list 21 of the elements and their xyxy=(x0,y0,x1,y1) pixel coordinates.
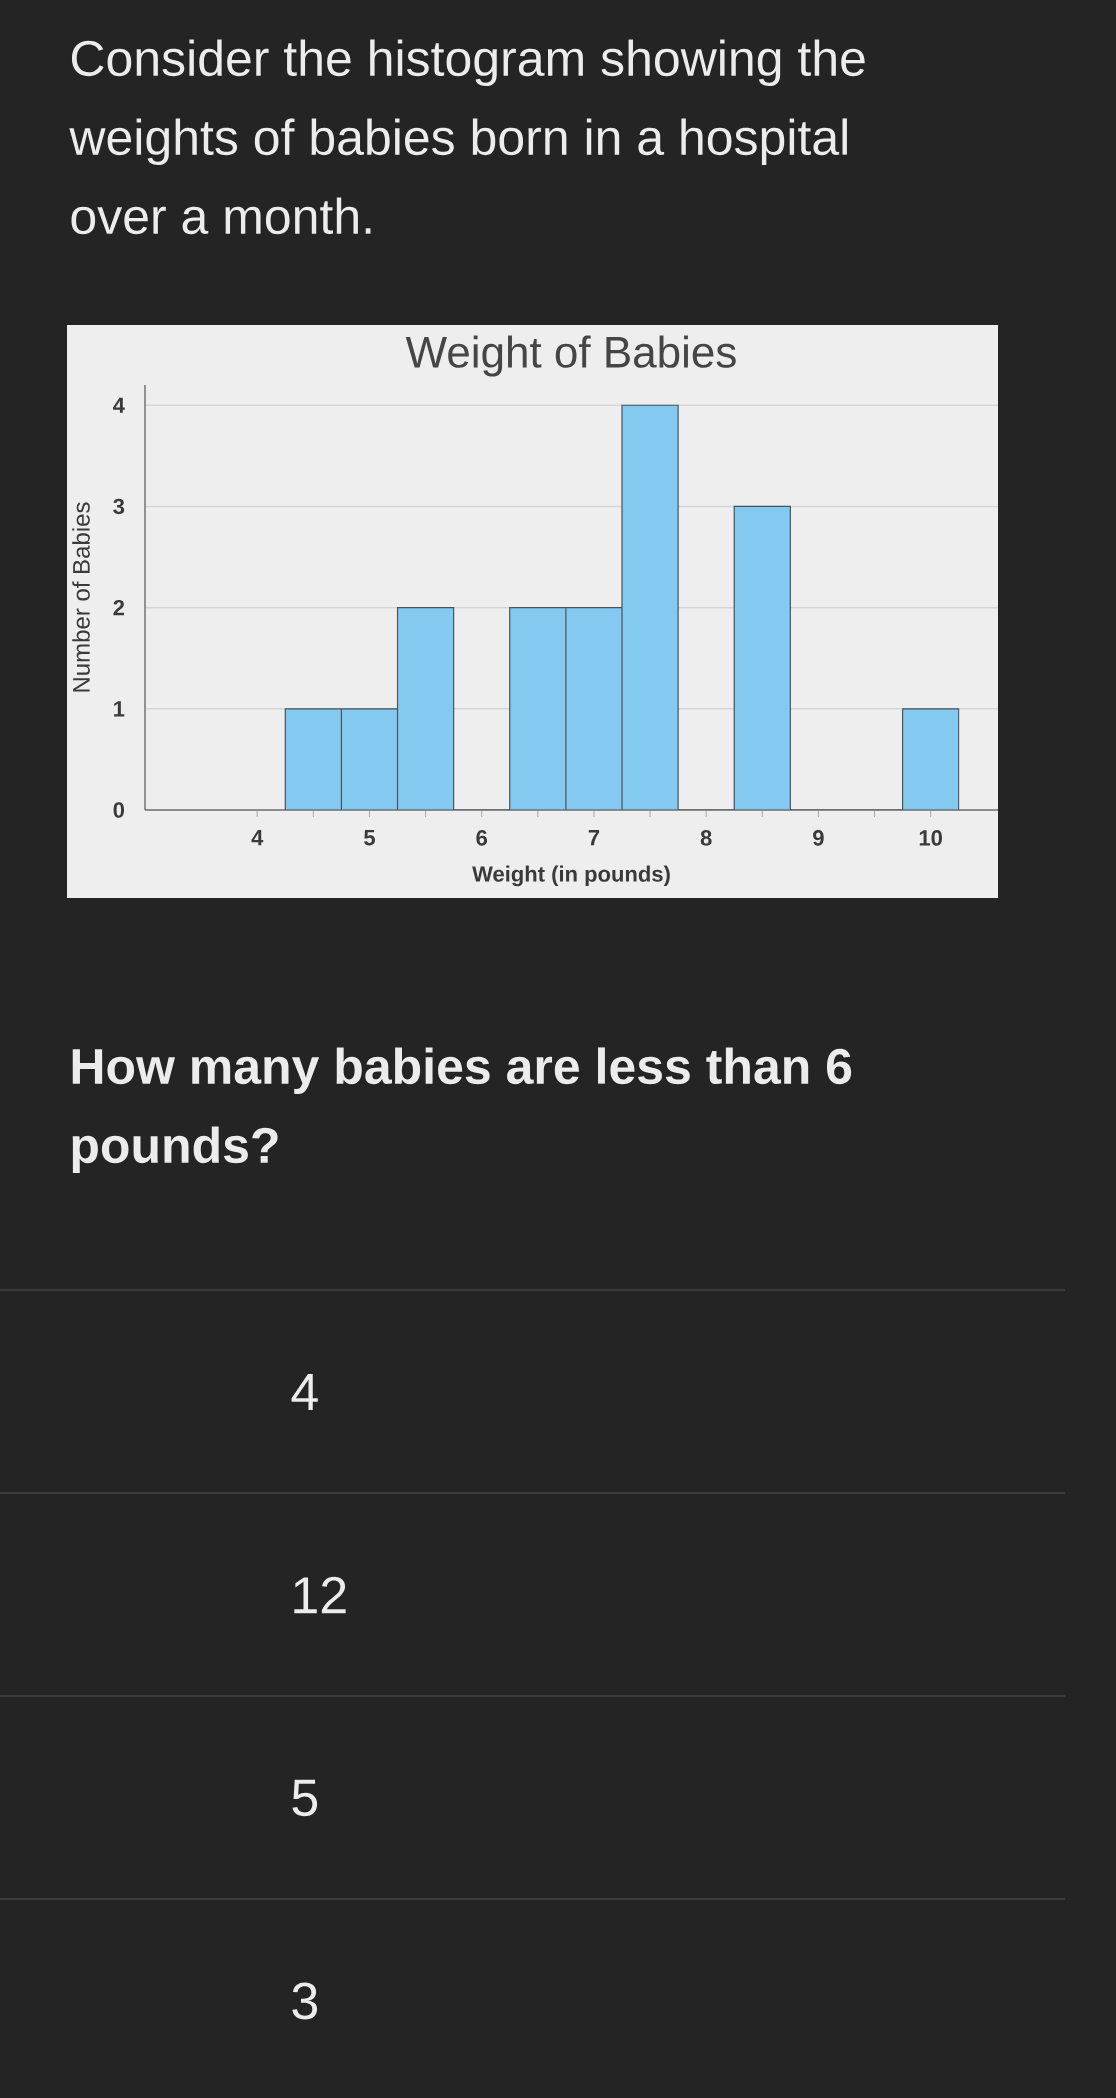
text: 4 xyxy=(291,1374,318,1410)
y-tick-label: 3 xyxy=(113,498,125,515)
y-tick-label: 1 xyxy=(114,701,125,717)
x-tick-label: 5 xyxy=(364,830,375,846)
x-tick-label: 9 xyxy=(813,830,824,846)
x-tick-label: 4 xyxy=(251,830,264,846)
text: How many babies are less than 6 pounds? xyxy=(72,1047,852,1174)
x-tick-label: 6 xyxy=(476,830,488,846)
y-tick-label: 4 xyxy=(113,397,125,413)
y-tick-label: 0 xyxy=(113,802,125,818)
x-tick-label: 7 xyxy=(588,830,600,846)
y-axis-title: Number of Babies xyxy=(72,502,90,692)
x-axis-title: Weight (in pounds) xyxy=(472,865,670,887)
x-tick-label: 8 xyxy=(700,830,712,846)
text: 12 xyxy=(294,1576,346,1614)
x-tick-label: 10 xyxy=(919,830,942,846)
y-tick-label: 2 xyxy=(113,599,125,616)
chart-title: Weight of Babies xyxy=(405,335,736,377)
text: Consider the histogram showing the weights of babies born in a hospital over a month. xyxy=(69,39,865,235)
text: 5 xyxy=(292,1779,318,1817)
text: 3 xyxy=(292,1982,318,2020)
